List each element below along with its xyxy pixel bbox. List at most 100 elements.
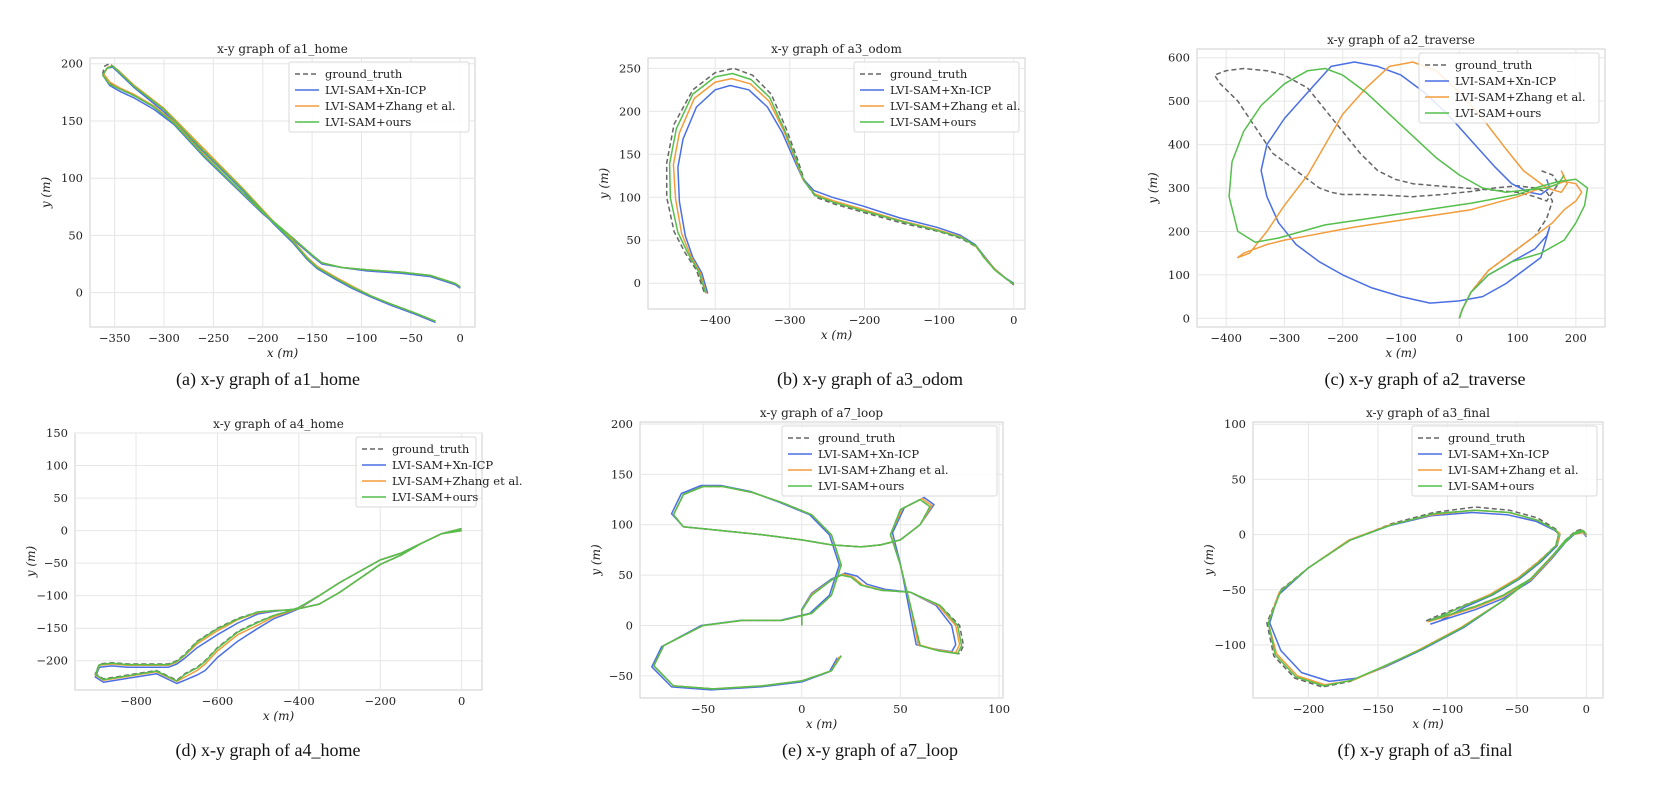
x-tick-label: −200 (364, 694, 396, 708)
y-tick-label: −50 (1222, 583, 1246, 597)
y-tick-label: 400 (1168, 138, 1190, 152)
series-line-lvi-sam-xn-icp (677, 84, 1015, 294)
figure-caption: (f) x-y graph of a3_final (1338, 740, 1513, 761)
legend: ground_truth LVI-SAM+Xn-ICP LVI-SAM+Zhang … (853, 61, 1021, 133)
chart-title: x-y graph of a3_odom (771, 42, 902, 56)
legend: ground_truth LVI-SAM+Xn-ICP LVI-SAM+Zhang … (355, 436, 523, 508)
x-tick-label: −350 (99, 331, 131, 345)
x-tick-label: −100 (1432, 702, 1464, 716)
y-tick-label: 250 (619, 61, 641, 75)
series-line-lvi-sam-ours (668, 72, 1015, 293)
legend: ground_truth LVI-SAM+Xn-ICP LVI-SAM+Zhang … (1411, 425, 1598, 497)
legend: ground_truth LVI-SAM+Xn-ICP LVI-SAM+Zhang … (288, 61, 470, 133)
y-tick-label: 0 (76, 286, 83, 300)
legend-box (781, 425, 998, 497)
figure-caption: (b) x-y graph of a3_odom (777, 369, 963, 390)
x-tick-label: −200 (1293, 702, 1325, 716)
y-tick-label: −50 (44, 556, 68, 570)
legend-label: LVI-SAM+Xn-ICP (392, 458, 493, 472)
legend-box (1418, 52, 1600, 124)
legend-label: ground_truth (890, 67, 968, 81)
legend-label: LVI-SAM+Zhang et al. (890, 99, 1021, 113)
y-tick-label: 50 (626, 233, 641, 247)
x-tick-label: −300 (1269, 331, 1301, 345)
chart-title: x-y graph of a7_loop (760, 406, 884, 420)
chart-title: x-y graph of a2_traverse (1327, 33, 1475, 47)
x-tick-label: −100 (1385, 331, 1417, 345)
x-tick-label: 0 (798, 702, 805, 716)
x-axis-label: x (m) (267, 346, 299, 360)
legend-label: LVI-SAM+Xn-ICP (1455, 74, 1556, 88)
x-tick-label: −600 (202, 694, 234, 708)
y-tick-label: 50 (618, 568, 633, 582)
chart-panel-4: −800 −600 −400 −200 0 −200 −150 −100 −50 0 50 100 15… (24, 417, 523, 761)
x-tick-label: −400 (1210, 331, 1242, 345)
series-line-lvi-sam-ours (102, 65, 461, 322)
y-tick-label: 50 (1231, 472, 1246, 486)
legend-box (853, 61, 1020, 133)
y-tick-label: 100 (619, 190, 641, 204)
y-tick-label: 0 (626, 618, 633, 632)
y-tick-label: 50 (68, 228, 83, 242)
legend-label: ground_truth (818, 431, 896, 445)
x-tick-label: 50 (893, 702, 908, 716)
chart-panel-6: −200 −150 −100 −50 0 −100 −50 0 50 100 x-y graph o… (1202, 406, 1604, 761)
y-tick-label: 200 (1168, 224, 1190, 238)
chart-title: x-y graph of a4_home (213, 417, 344, 431)
legend: ground_truth LVI-SAM+Xn-ICP LVI-SAM+Zhang … (781, 425, 998, 497)
x-axis-label: x (m) (806, 717, 838, 731)
legend-label: LVI-SAM+Xn-ICP (1448, 447, 1549, 461)
x-axis-label: x (m) (263, 709, 295, 723)
y-tick-label: 100 (46, 459, 68, 473)
legend-box (1411, 425, 1598, 497)
legend-label: LVI-SAM+ours (1448, 479, 1534, 493)
legend-label: ground_truth (1455, 58, 1533, 72)
x-axis-label: x (m) (1412, 717, 1444, 731)
figure-caption: (d) x-y graph of a4_home (176, 740, 361, 761)
figure-caption: (c) x-y graph of a2_traverse (1325, 369, 1526, 390)
series-line-ground-truth (1213, 67, 1560, 319)
y-axis-label: y (m) (39, 177, 53, 210)
x-tick-label: −50 (1505, 702, 1529, 716)
x-tick-label: −200 (247, 331, 279, 345)
series-line-lvi-sam-ours (94, 527, 462, 682)
y-tick-label: 200 (611, 417, 633, 431)
x-tick-label: 0 (1583, 702, 1590, 716)
legend-label: LVI-SAM+Zhang et al. (1448, 463, 1579, 477)
y-tick-label: 0 (61, 524, 68, 538)
y-tick-label: 100 (1224, 417, 1246, 431)
y-axis-label: y (m) (1202, 544, 1216, 577)
y-tick-label: 600 (1168, 51, 1190, 65)
legend-label: ground_truth (1448, 431, 1526, 445)
x-tick-label: −100 (923, 313, 955, 327)
legend-label: ground_truth (392, 442, 470, 456)
legend-label: LVI-SAM+Zhang et al. (818, 463, 949, 477)
y-tick-label: 500 (1168, 94, 1190, 108)
y-tick-label: 0 (634, 276, 641, 290)
chart-panel-1: −350 −300 −250 −200 −150 −100 −50 0 0 50 100 150 200… (39, 42, 476, 390)
y-tick-label: 150 (611, 467, 633, 481)
x-tick-label: −200 (1327, 331, 1359, 345)
x-tick-label: −400 (283, 694, 315, 708)
x-tick-label: 0 (1456, 331, 1463, 345)
y-tick-label: 300 (1168, 181, 1190, 195)
y-tick-label: 100 (1168, 268, 1190, 282)
figure-caption: (a) x-y graph of a1_home (176, 369, 360, 390)
x-axis-label: x (m) (821, 328, 853, 342)
series-line-lvi-sam-ours (653, 485, 963, 690)
legend-label: LVI-SAM+Zhang et al. (392, 474, 523, 488)
series-line-lvi-sam-xn-icp (1260, 61, 1551, 319)
y-tick-label: −200 (36, 654, 68, 668)
x-tick-label: −100 (346, 331, 378, 345)
legend-label: LVI-SAM+Zhang et al. (1455, 90, 1586, 104)
legend-box (288, 61, 470, 133)
y-axis-label: y (m) (589, 544, 603, 577)
legend-label: LVI-SAM+Zhang et al. (325, 99, 456, 113)
y-axis-label: y (m) (597, 168, 611, 201)
series-line-ground-truth (1266, 506, 1587, 688)
y-tick-label: 150 (46, 426, 68, 440)
legend-label: LVI-SAM+Xn-ICP (818, 447, 919, 461)
y-tick-label: −150 (36, 621, 68, 635)
x-tick-label: −300 (774, 313, 806, 327)
